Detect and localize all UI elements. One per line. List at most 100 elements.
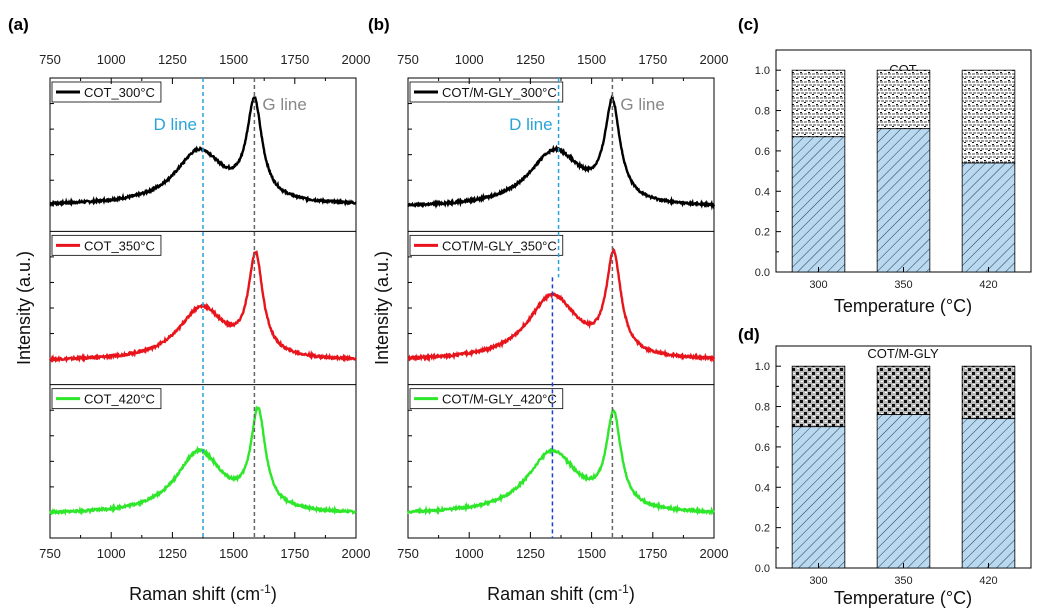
bar-lower-segment xyxy=(791,426,846,569)
tick-label: 1000 xyxy=(97,546,126,561)
bar-lower-segment xyxy=(876,128,931,273)
legend-label: COT/M-GLY_300°C xyxy=(442,85,557,100)
bottom-tick-labels: 750 1000 1250 1500 1750 2000 xyxy=(397,532,728,561)
tick-label: 1250 xyxy=(158,546,187,561)
legend-box xyxy=(409,388,564,410)
legend-label: COT_350°C xyxy=(84,238,155,253)
x-tick-label: 350 xyxy=(894,279,912,291)
plot-frame xyxy=(49,77,357,539)
d-line-label: D line xyxy=(509,115,552,134)
tick-label: 1000 xyxy=(455,546,484,561)
y-tick-label: 1.0 xyxy=(755,65,770,77)
tick-label: 750 xyxy=(39,52,61,67)
x-tick-label: 300 xyxy=(809,279,827,291)
panel-label-d: (d) xyxy=(738,325,760,344)
top-tick-labels: 750 1000 1250 1500 1750 2000 xyxy=(39,52,370,84)
tick-label: 1750 xyxy=(638,546,667,561)
tick-label: 1000 xyxy=(97,52,126,67)
x-axis-title: Raman shift (cm-1) xyxy=(129,582,277,604)
bottom-tick-labels: 750 1000 1250 1500 1750 2000 xyxy=(39,532,370,561)
legend-box xyxy=(51,234,162,256)
bar-upper-segment xyxy=(876,69,931,130)
y-tick-label: 0.0 xyxy=(755,267,770,279)
bar-upper-segment xyxy=(791,365,846,428)
tick-label: 750 xyxy=(397,52,419,67)
x-axis-title: Temperature (°C) xyxy=(834,296,972,316)
x-axis-title: Raman shift (cm-1) xyxy=(487,582,635,604)
y-axis-title: Intensity (a.u.) xyxy=(372,251,392,365)
tick-label: 1500 xyxy=(577,52,606,67)
tick-label: 1500 xyxy=(219,52,248,67)
x-tick-label: 300 xyxy=(809,575,827,587)
y-tick-label: 0.2 xyxy=(755,227,770,239)
legend-box xyxy=(51,81,162,103)
tick-label: 1500 xyxy=(577,546,606,561)
tick-label: 1250 xyxy=(516,546,545,561)
y-tick-label: 0.4 xyxy=(755,186,770,198)
spectra: COT/M-GLY_300°C COT/M-GLY_350°C COT/M-GLY_… xyxy=(406,78,716,538)
legend-box xyxy=(409,234,564,256)
legend-label: COT_420°C xyxy=(84,392,155,407)
tick-label: 2000 xyxy=(342,52,371,67)
tick-label: 1000 xyxy=(455,52,484,67)
tick-label: 2000 xyxy=(700,546,729,561)
g-line-label: G line xyxy=(262,95,306,114)
y-tick-label: 0.0 xyxy=(755,563,770,575)
bar-upper-segment xyxy=(791,69,846,138)
panel-label-b: (b) xyxy=(368,15,390,34)
axis-labels: 0.0 0.2 0.4 0.6 0.8 1.0 300 350 420 xyxy=(755,345,998,587)
tick-label: 2000 xyxy=(342,546,371,561)
tick-label: 1500 xyxy=(219,546,248,561)
y-axis-title: Intensity (a.u.) xyxy=(14,251,34,365)
tick-label: 1750 xyxy=(280,546,309,561)
y-tick-label: 0.6 xyxy=(755,442,770,454)
legend-label: COT/M-GLY_420°C xyxy=(442,392,557,407)
x-tick-label: 420 xyxy=(979,575,997,587)
spectra: COT_300°C COT_350°C COT_420°C D line G line xyxy=(48,78,357,538)
x-axis-title: Temperature (°C) xyxy=(834,588,972,608)
tick-label: 750 xyxy=(397,546,419,561)
bar-lower-segment xyxy=(876,414,931,569)
tick-label: 1750 xyxy=(638,52,667,67)
bar-lower-segment xyxy=(961,162,1016,273)
panel-title: COT/M-GLY xyxy=(867,346,939,361)
panel-label-c: (c) xyxy=(738,15,759,34)
tick-label: 1250 xyxy=(516,52,545,67)
y-tick-label: 0.4 xyxy=(755,482,770,494)
legend-box xyxy=(51,388,162,410)
top-tick-labels: 750 1000 1250 1500 1750 2000 xyxy=(397,52,728,84)
x-tick-label: 420 xyxy=(979,279,997,291)
bar-upper-segment xyxy=(961,69,1016,164)
tick-label: 2000 xyxy=(700,52,729,67)
y-tick-label: 0.2 xyxy=(755,523,770,535)
g-line-label: G line xyxy=(620,95,664,114)
bar-upper-segment xyxy=(876,365,931,416)
bar-panel-d: COT/M-GLY 0.0 0.2 0.4 0.6 0.8 1.0 300 350 420 Te… xyxy=(755,345,1032,608)
tick-label: 1750 xyxy=(280,52,309,67)
spectrum-line xyxy=(48,249,357,364)
y-tick-label: 0.6 xyxy=(755,146,770,158)
legend-label: COT/M-GLY_350°C xyxy=(442,238,557,253)
bar-lower-segment xyxy=(961,418,1016,569)
d-line-label: D line xyxy=(154,115,197,134)
legend-label: COT_300°C xyxy=(84,85,155,100)
legend-box xyxy=(409,81,564,103)
spectrum-line xyxy=(407,94,716,211)
y-tick-label: 1.0 xyxy=(755,361,770,373)
plot-frame xyxy=(407,77,715,539)
axis-labels: 0.0 0.2 0.4 0.6 0.8 1.0 300 350 420 xyxy=(755,49,998,291)
raman-panel-a: 750 1000 1250 1500 1750 2000 750 1000 1250 1500 1… xyxy=(14,52,370,604)
spectrum-line xyxy=(406,407,715,516)
x-tick-label: 350 xyxy=(894,575,912,587)
bars xyxy=(791,69,1016,273)
tick-label: 750 xyxy=(39,546,61,561)
bars xyxy=(791,365,1016,569)
panel-label-a: (a) xyxy=(8,15,29,34)
spectrum-line xyxy=(407,247,716,363)
bar-upper-segment xyxy=(961,365,1016,420)
bar-lower-segment xyxy=(791,136,846,273)
raman-panel-b: 750 1000 1250 1500 1750 2000 750 1000 1250 1500 1… xyxy=(372,52,728,604)
y-tick-label: 0.8 xyxy=(755,106,770,118)
